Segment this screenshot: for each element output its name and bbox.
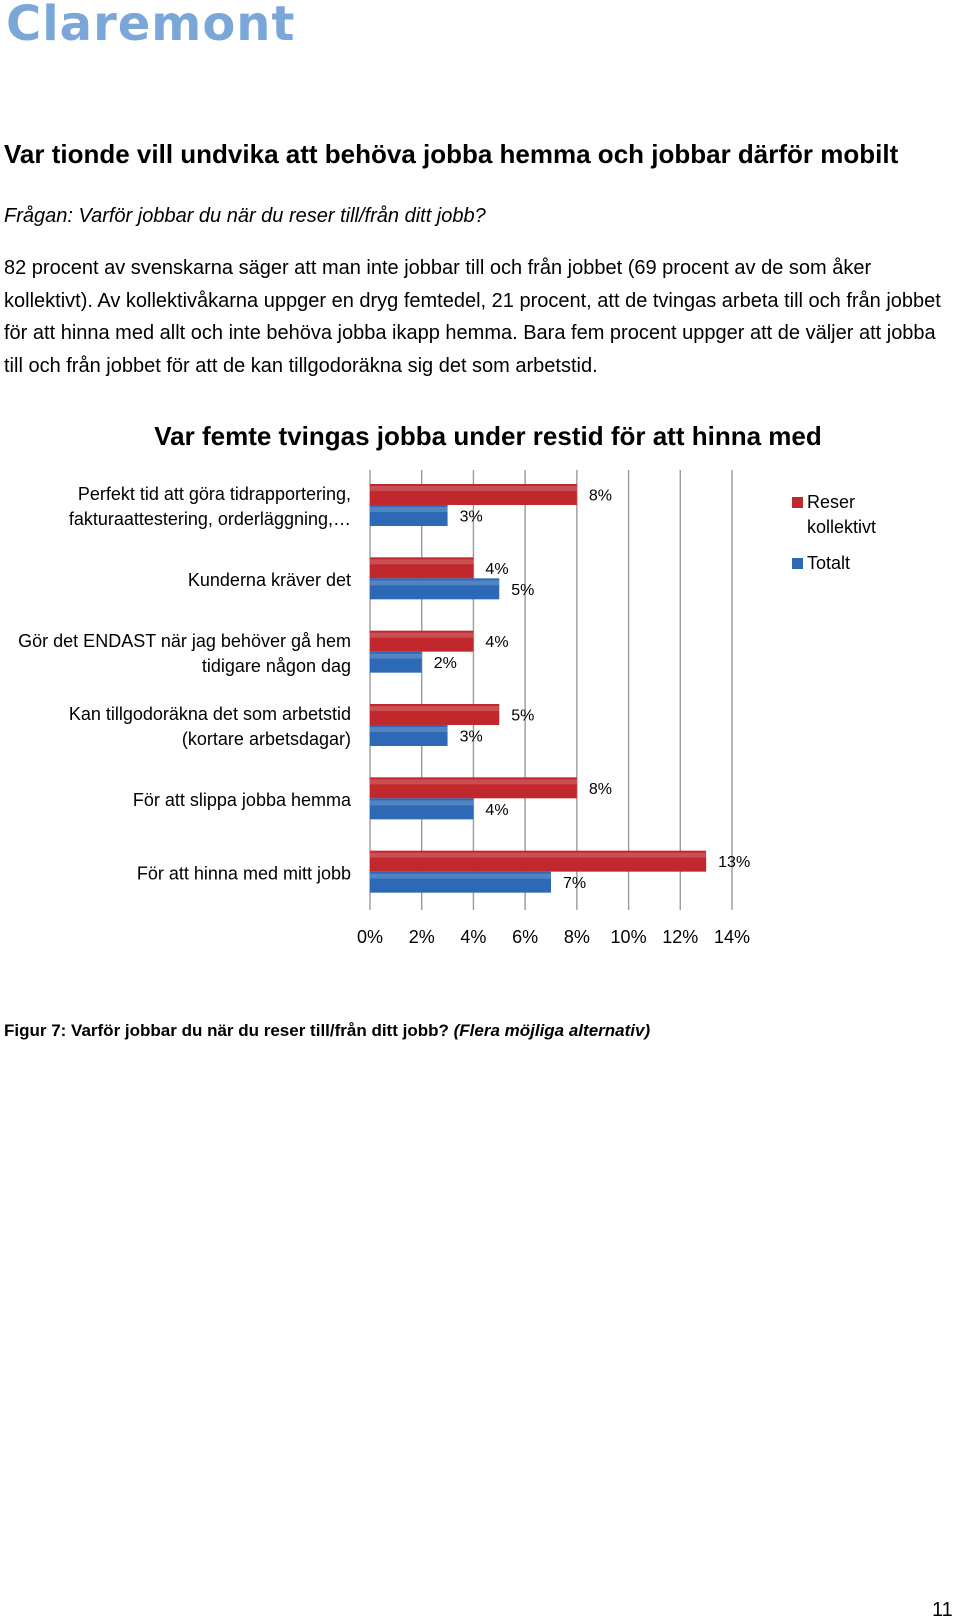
category-label: Kunderna kräver det xyxy=(188,570,351,590)
bar-totalt xyxy=(370,651,422,673)
bar-reser-kollektivt xyxy=(370,630,474,652)
bar-highlight xyxy=(370,486,577,491)
bar-reser-kollektivt xyxy=(370,484,577,505)
legend: Reser kollektivt Totalt xyxy=(792,492,876,573)
data-label: 4% xyxy=(485,802,508,819)
bar-totalt xyxy=(370,798,474,820)
data-label: 8% xyxy=(589,488,612,505)
data-label: 4% xyxy=(485,634,508,651)
page-heading: Var tionde vill undvika att behöva jobba… xyxy=(4,139,899,169)
data-label: 2% xyxy=(434,655,457,672)
legend-label: kollektivt xyxy=(807,517,876,537)
category-label: För att hinna med mitt jobb xyxy=(137,863,351,883)
bar-reser-kollektivt xyxy=(370,557,474,579)
bar-highlight xyxy=(370,852,707,858)
chart-title: Var femte tvingas jobba under restid för… xyxy=(154,421,822,451)
bar-reser-kollektivt xyxy=(370,777,577,799)
data-label: 3% xyxy=(460,729,483,746)
bar-highlight xyxy=(370,706,500,711)
grid-layer xyxy=(369,470,733,910)
data-label: 8% xyxy=(589,781,612,798)
x-tick-label: 4% xyxy=(460,927,486,947)
x-tick-label: 10% xyxy=(611,927,647,947)
bar-highlight xyxy=(370,779,577,785)
legend-swatch xyxy=(792,497,803,508)
bar-highlight xyxy=(370,873,551,879)
bar-totalt xyxy=(370,505,448,526)
data-label: 5% xyxy=(511,708,534,725)
page-number: 11 xyxy=(932,1599,953,1621)
data-label: 7% xyxy=(563,875,586,892)
bar-highlight xyxy=(370,559,474,565)
category-label: För att slippa jobba hemma xyxy=(133,790,352,810)
legend-label: Reser xyxy=(807,492,855,512)
x-tick-label: 8% xyxy=(564,927,590,947)
bar-reser-kollektivt xyxy=(370,704,500,725)
x-tick-label: 12% xyxy=(662,927,698,947)
data-label: 3% xyxy=(460,509,483,526)
bar-totalt xyxy=(370,871,551,893)
bar-highlight xyxy=(370,653,422,659)
bar-chart: 0% 2% 4% 6% 8% 10% 12% 14% Perfekt tid att göra … xyxy=(18,470,876,947)
figure-caption: Figur 7: Varför jobbar du när du reser t… xyxy=(4,1020,650,1042)
data-label: 13% xyxy=(718,854,750,871)
category-label: (kortare arbetsdagar) xyxy=(182,729,351,749)
bar-highlight xyxy=(370,632,474,638)
bar-layer xyxy=(370,484,707,893)
bar-highlight xyxy=(370,507,448,512)
category-label: Kan tillgodoräkna det som arbetstid xyxy=(69,704,351,724)
bar-highlight xyxy=(370,800,474,806)
legend-label: Totalt xyxy=(807,553,850,573)
body-paragraph: 82 procent av svenskarna säger att man i… xyxy=(4,257,941,377)
category-label: Perfekt tid att göra tidrapportering, xyxy=(78,484,351,504)
caption-main: Figur 7: Varför jobbar du när du reser t… xyxy=(4,1021,449,1040)
data-label: 5% xyxy=(511,582,534,599)
category-label: Gör det ENDAST när jag behöver gå hem xyxy=(18,631,351,651)
bar-highlight xyxy=(370,580,500,586)
category-label: fakturaattestering, orderläggning,… xyxy=(69,509,351,529)
caption-note: (Flera möjliga alternativ) xyxy=(453,1021,651,1040)
legend-swatch xyxy=(792,558,803,569)
label-layer: 0% 2% 4% 6% 8% 10% 12% 14% Perfekt tid att göra … xyxy=(18,484,750,947)
x-tick-label: 6% xyxy=(512,927,538,947)
bar-highlight xyxy=(370,727,448,732)
x-tick-label: 0% xyxy=(357,927,383,947)
bar-reser-kollektivt xyxy=(370,850,707,872)
category-label: tidigare någon dag xyxy=(202,656,351,676)
claremont-logo: Claremont xyxy=(6,0,296,52)
x-tick-label: 2% xyxy=(409,927,435,947)
bar-totalt xyxy=(370,578,500,600)
x-tick-label: 14% xyxy=(714,927,750,947)
bar-totalt xyxy=(370,725,448,746)
data-label: 4% xyxy=(485,561,508,578)
survey-question: Frågan: Varför jobbar du när du reser ti… xyxy=(4,205,486,227)
